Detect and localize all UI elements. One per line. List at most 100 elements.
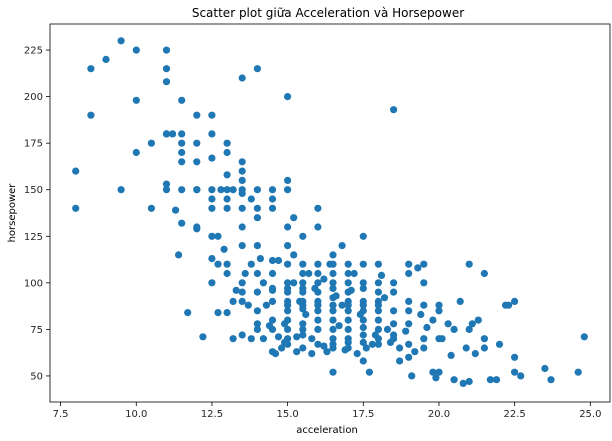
data-point-61: [229, 335, 237, 343]
data-point-108: [284, 242, 292, 250]
data-point-142: [314, 269, 322, 278]
x-tick-label-0: 7.5: [53, 409, 69, 420]
data-point-259: [459, 379, 467, 387]
data-point-106: [284, 186, 292, 194]
data-point-227: [420, 279, 428, 287]
data-point-35: [193, 186, 201, 194]
data-point-212: [390, 288, 398, 296]
data-point-58: [223, 309, 231, 317]
data-point-93: [268, 204, 277, 212]
data-point-263: [505, 301, 513, 309]
data-point-260: [435, 368, 443, 376]
data-point-36: [208, 111, 216, 119]
data-point-280: [302, 310, 310, 319]
data-point-244: [474, 316, 482, 324]
data-point-138: [305, 269, 313, 278]
data-point-42: [208, 232, 216, 240]
data-point-257: [574, 368, 582, 376]
plot-area-frame: [49, 23, 611, 403]
data-point-205: [374, 325, 382, 333]
data-point-49: [217, 186, 225, 194]
data-point-98: [268, 297, 277, 305]
y-axis-label: horsepower: [7, 183, 18, 243]
data-point-71: [238, 288, 246, 296]
data-point-117: [284, 325, 292, 333]
data-point-43: [208, 255, 216, 263]
data-point-82: [253, 242, 261, 250]
data-point-39: [208, 186, 216, 194]
data-point-150: [314, 340, 322, 348]
data-point-105: [284, 176, 292, 184]
data-point-210: [390, 106, 398, 114]
data-point-200: [374, 288, 382, 296]
data-point-217: [396, 357, 404, 365]
data-point-278: [232, 286, 240, 294]
data-point-54: [223, 195, 231, 203]
data-point-228: [420, 301, 428, 309]
data-point-284: [414, 264, 422, 272]
x-tick-label-7: 25.0: [579, 409, 601, 420]
data-point-270: [247, 335, 255, 343]
data-point-168: [338, 242, 346, 250]
data-point-90: [262, 301, 270, 309]
data-point-295: [438, 335, 446, 343]
data-point-6: [117, 186, 125, 194]
data-point-292: [320, 275, 328, 283]
data-point-18: [162, 186, 171, 194]
data-point-27: [178, 186, 186, 194]
data-point-60: [229, 297, 237, 305]
data-point-78: [253, 65, 261, 73]
data-point-214: [390, 320, 398, 328]
data-point-79: [253, 186, 261, 194]
data-point-4: [102, 55, 110, 64]
data-point-164: [329, 335, 337, 343]
data-point-74: [238, 331, 246, 339]
data-point-66: [238, 189, 246, 197]
data-point-232: [429, 368, 437, 376]
data-point-28: [178, 219, 186, 227]
data-point-1: [72, 204, 80, 212]
data-point-126: [299, 260, 307, 268]
data-point-248: [492, 376, 501, 384]
data-point-238: [450, 325, 458, 333]
x-tick-label-4: 17.5: [352, 409, 374, 420]
data-point-94: [268, 256, 277, 265]
data-point-123: [293, 348, 301, 356]
y-tick-label-0: 50: [30, 371, 43, 382]
data-point-10: [147, 139, 155, 147]
data-point-252: [510, 353, 519, 361]
data-point-48: [214, 232, 222, 240]
data-point-186: [359, 279, 367, 287]
data-point-80: [253, 204, 261, 212]
x-axis-ticks: 7.5 10.0 12.5 15.0 17.5 20.0 22.5 25.0: [53, 402, 601, 420]
data-point-285: [347, 286, 355, 294]
y-tick-label-6: 200: [24, 92, 43, 103]
data-point-286: [311, 284, 319, 292]
data-point-114: [284, 301, 292, 309]
x-tick-label-1: 10.0: [125, 409, 147, 420]
data-point-13: [162, 65, 171, 73]
data-point-92: [268, 195, 277, 203]
data-point-86: [253, 320, 261, 328]
data-point-53: [223, 186, 231, 194]
data-point-51: [223, 148, 231, 157]
data-point-134: [299, 320, 307, 328]
data-point-140: [314, 204, 322, 212]
data-point-176: [344, 307, 352, 315]
data-point-59: [229, 186, 237, 194]
data-point-29: [184, 309, 192, 317]
data-point-40: [208, 195, 216, 203]
data-point-44: [193, 111, 201, 119]
data-point-276: [471, 350, 479, 358]
data-point-258: [580, 333, 588, 341]
data-point-41: [208, 204, 216, 212]
data-point-8: [132, 96, 140, 104]
data-point-291: [290, 251, 298, 259]
data-point-288: [214, 309, 222, 317]
data-point-220: [405, 297, 413, 305]
data-point-187: [359, 284, 367, 292]
data-point-75: [244, 301, 252, 309]
data-point-84: [253, 288, 261, 296]
data-point-235: [435, 307, 443, 315]
